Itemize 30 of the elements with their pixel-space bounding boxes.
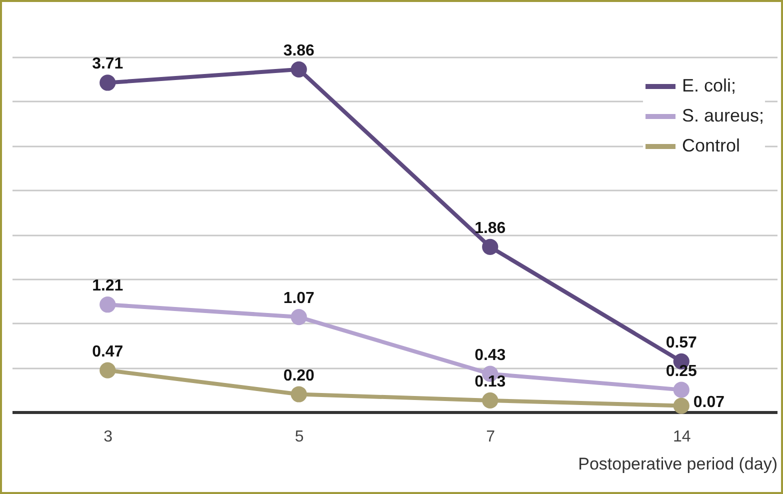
data-label: 1.86 (474, 220, 506, 237)
data-label: 1.07 (283, 290, 315, 308)
data-label: 0.07 (693, 394, 725, 411)
data-label: 3.86 (283, 42, 315, 60)
point (482, 392, 498, 409)
point (673, 398, 690, 414)
point (482, 238, 498, 255)
data-label: 1.21 (92, 278, 124, 295)
x-tick-label: 14 (672, 428, 691, 446)
point (290, 61, 307, 78)
x-tick-label: 5 (294, 428, 304, 446)
legend-label: S. aureus; (682, 106, 764, 126)
point (100, 362, 116, 378)
data-label: 0.13 (474, 373, 506, 390)
data-label: 3.71 (92, 56, 124, 73)
point (100, 296, 116, 313)
x-axis-title: Postoperative period (day) (578, 454, 778, 474)
point (100, 74, 116, 91)
point (290, 386, 307, 402)
data-label: 0.43 (474, 346, 506, 364)
x-tick-label: 3 (104, 428, 113, 446)
x-tick-label: 7 (486, 428, 496, 446)
point (673, 382, 690, 398)
data-label: 0.20 (283, 367, 315, 384)
legend-label: E. coli; (682, 76, 736, 96)
data-label: 0.47 (92, 343, 124, 360)
data-label: 0.25 (666, 362, 698, 380)
point (290, 308, 307, 326)
legend-label: Control (682, 136, 740, 156)
data-label: 0.57 (666, 334, 698, 352)
